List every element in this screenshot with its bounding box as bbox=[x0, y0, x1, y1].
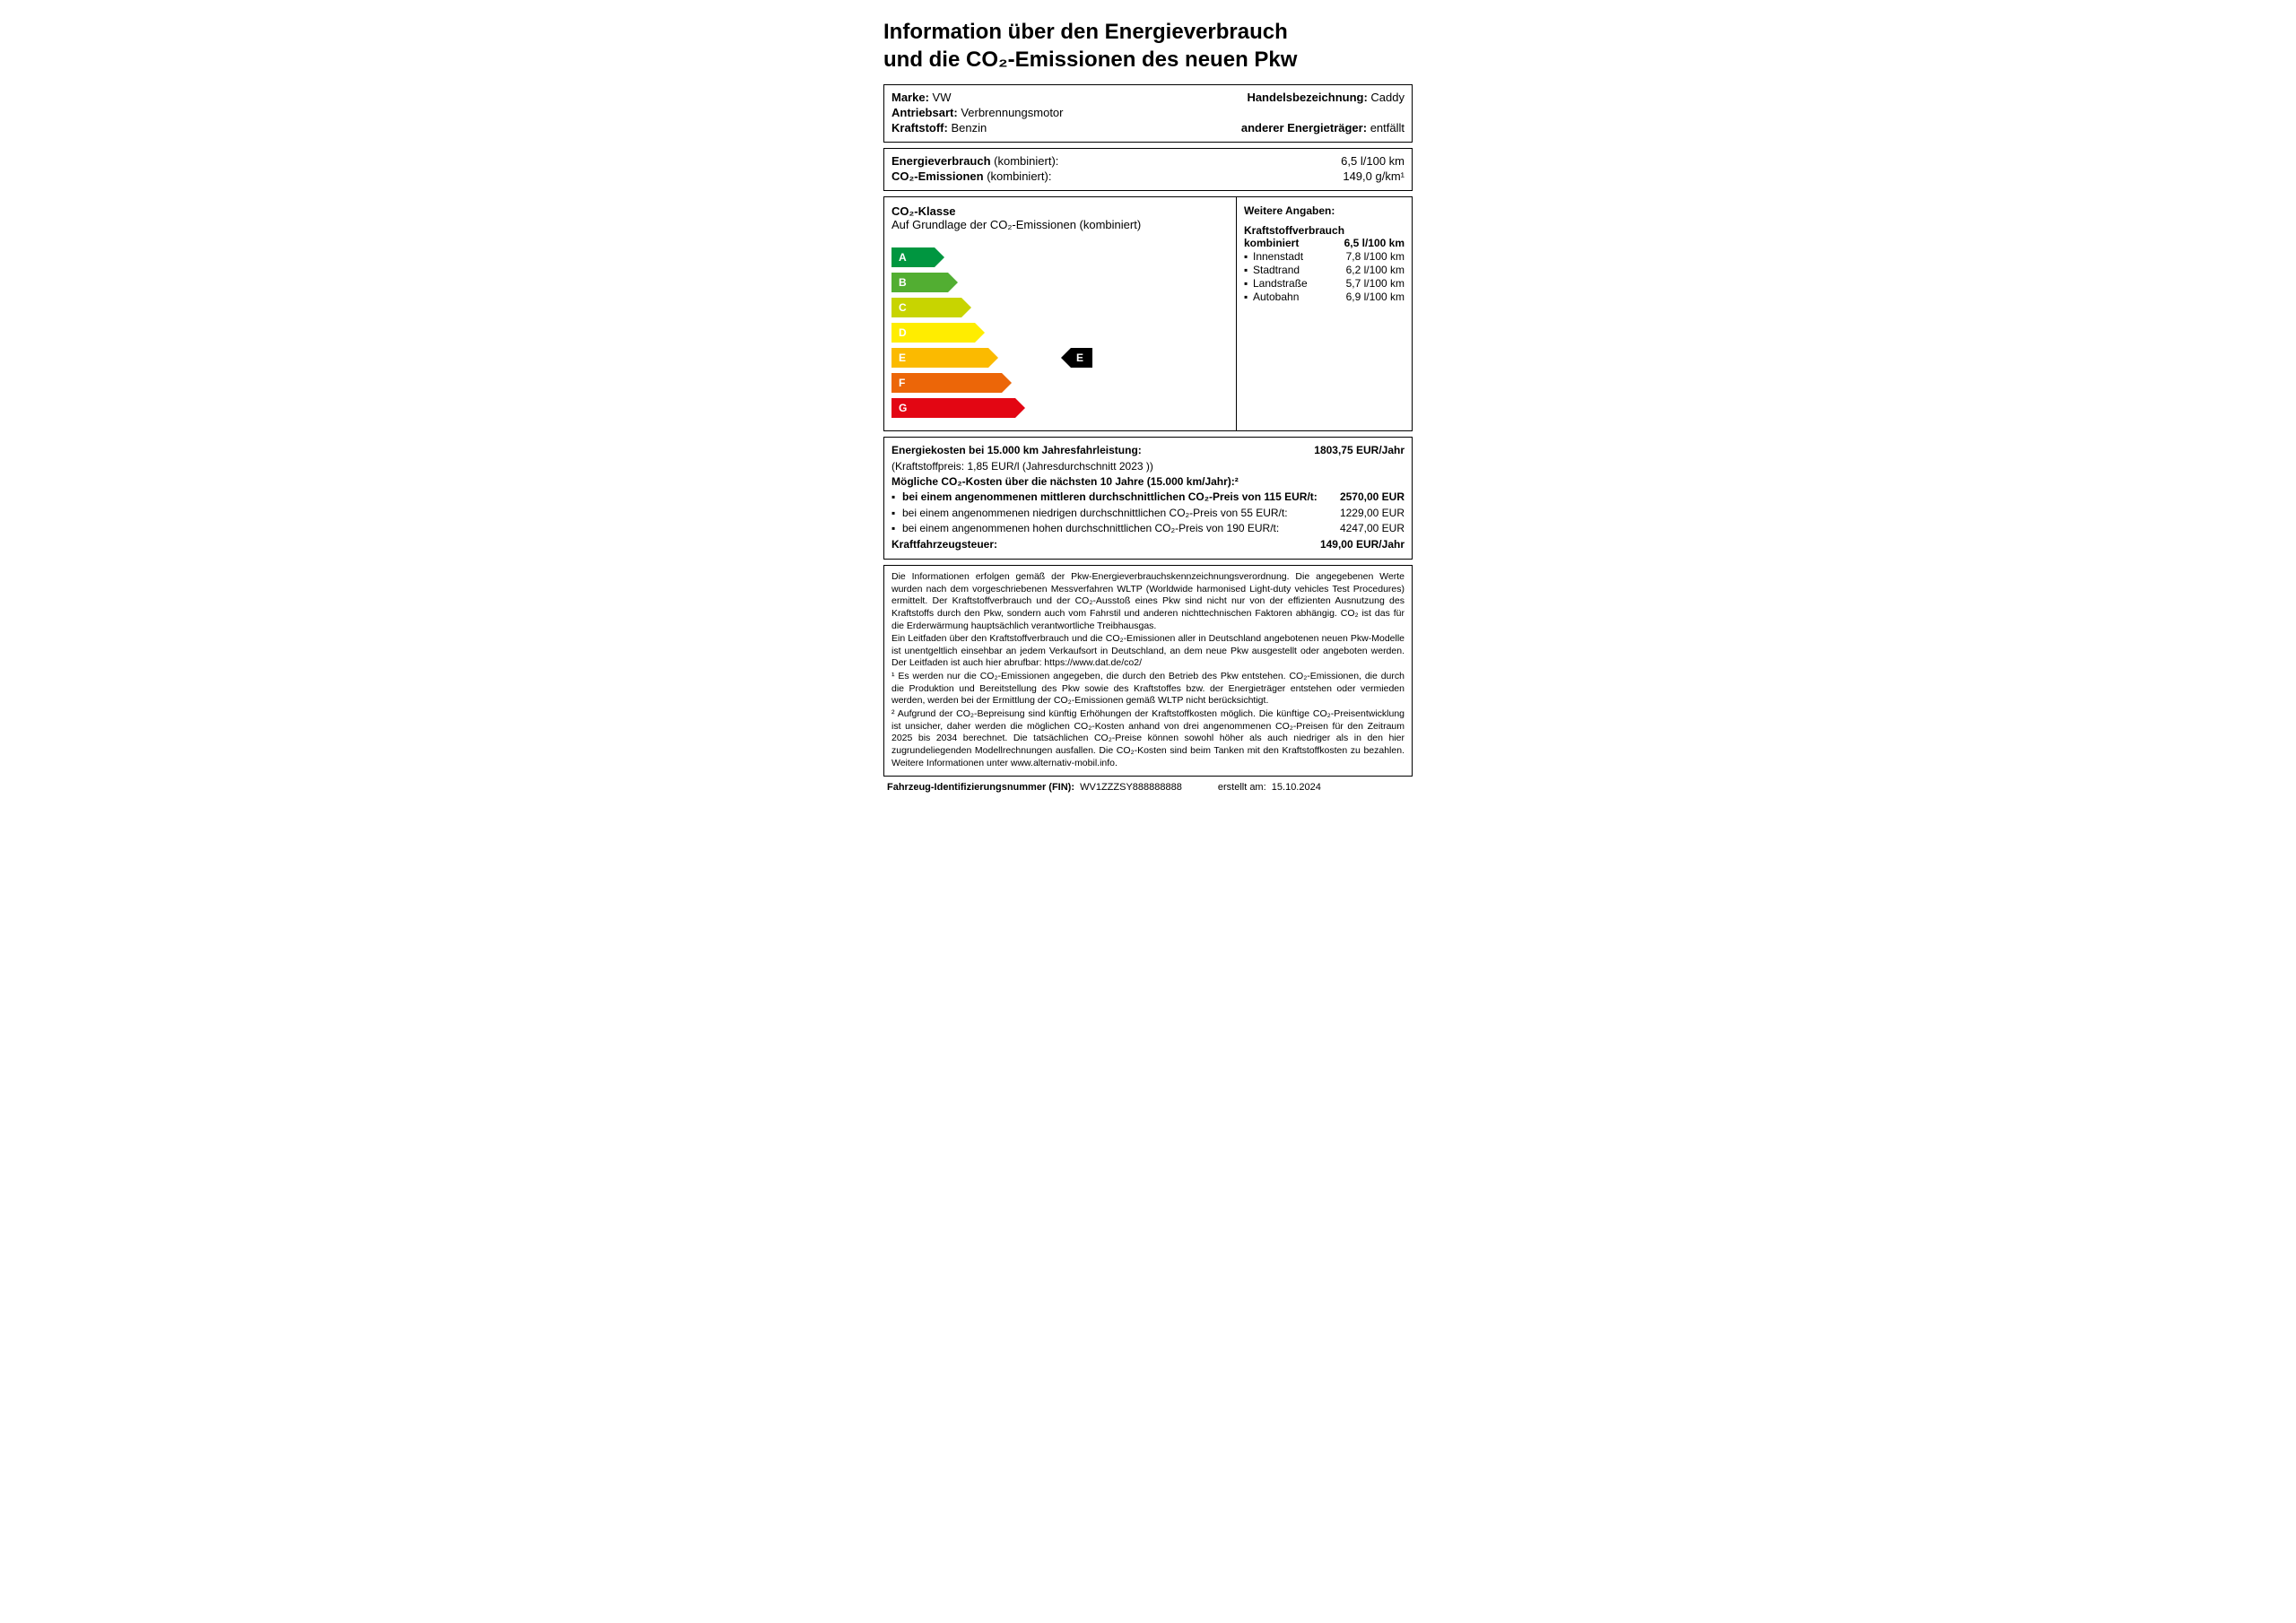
fuel-row: ▪Autobahn6,9 l/100 km bbox=[1244, 291, 1405, 303]
consumption-box: Energieverbrauch (kombiniert): 6,5 l/100… bbox=[883, 148, 1413, 191]
co2-class-panel: CO₂-Klasse Auf Grundlage der CO₂-Emissio… bbox=[884, 197, 1237, 430]
co2-class-title: CO₂-Klasse bbox=[891, 204, 1229, 218]
anderer-value: entfällt bbox=[1370, 121, 1405, 135]
fin-value: WV1ZZZSY888888888 bbox=[1080, 782, 1182, 793]
vehicle-info-box: Marke: VW Handelsbezeichnung: Caddy Antr… bbox=[883, 84, 1413, 143]
costs-box: Energiekosten bei 15.000 km Jahresfahrle… bbox=[883, 437, 1413, 560]
energy-cost-label: Energiekosten bei 15.000 km Jahresfahrle… bbox=[891, 443, 1142, 458]
efficiency-bar-b: B bbox=[891, 273, 1229, 292]
kraftstoff-label: Kraftstoff: bbox=[891, 121, 948, 135]
title-line-2: und die CO₂-Emissionen des neuen Pkw bbox=[883, 48, 1297, 72]
anderer-label: anderer Energieträger: bbox=[1241, 121, 1367, 135]
co2-label: CO₂-Emissionen bbox=[891, 169, 984, 183]
fineprint-p2: Ein Leitfaden über den Kraftstoffverbrau… bbox=[891, 633, 1405, 670]
combined-label: kombiniert bbox=[1244, 237, 1299, 249]
fineprint-p1: Die Informationen erfolgen gemäß der Pkw… bbox=[891, 571, 1405, 632]
co2-costs-heading: Mögliche CO₂-Kosten über die nächsten 10… bbox=[891, 474, 1405, 490]
energy-label-document: Information über den Energieverbrauch un… bbox=[883, 18, 1413, 793]
efficiency-bars: ABCD EE FG bbox=[891, 247, 1229, 418]
co2-value: 149,0 g/km¹ bbox=[1343, 169, 1405, 183]
energie-suffix: (kombiniert): bbox=[991, 154, 1059, 168]
additional-title: Weitere Angaben: bbox=[1244, 204, 1405, 217]
kraftstoff-value: Benzin bbox=[951, 121, 987, 135]
co2-low-text: bei einem angenommenen niedrigen durchsc… bbox=[902, 506, 1340, 521]
fine-print-box: Die Informationen erfolgen gemäß der Pkw… bbox=[883, 565, 1413, 777]
combined-value: 6,5 l/100 km bbox=[1344, 237, 1405, 249]
fin-label: Fahrzeug-Identifizierungsnummer (FIN): bbox=[887, 782, 1074, 793]
tax-label: Kraftfahrzeugsteuer: bbox=[891, 537, 997, 552]
date-value: 15.10.2024 bbox=[1272, 782, 1321, 793]
efficiency-bar-e: EE bbox=[891, 348, 1229, 368]
energie-value: 6,5 l/100 km bbox=[1341, 154, 1405, 168]
efficiency-bar-f: F bbox=[891, 373, 1229, 393]
marke-label: Marke: bbox=[891, 91, 929, 104]
energy-cost-value: 1803,75 EUR/Jahr bbox=[1314, 443, 1405, 458]
title-line-1: Information über den Energieverbrauch bbox=[883, 20, 1288, 44]
fuel-consumption-title: Kraftstoffverbrauch bbox=[1244, 224, 1405, 237]
co2-suffix: (kombiniert): bbox=[984, 169, 1052, 183]
co2-high-text: bei einem angenommenen hohen durchschnit… bbox=[902, 521, 1340, 536]
fineprint-p3: ¹ Es werden nur die CO₂-Emissionen angeg… bbox=[891, 671, 1405, 707]
document-title: Information über den Energieverbrauch un… bbox=[883, 18, 1413, 74]
antrieb-label: Antriebsart: bbox=[891, 106, 958, 119]
additional-info-panel: Weitere Angaben: Kraftstoffverbrauch kom… bbox=[1237, 197, 1412, 430]
fuel-rows: ▪Innenstadt7,8 l/100 km▪Stadtrand6,2 l/1… bbox=[1244, 250, 1405, 303]
footer: Fahrzeug-Identifizierungsnummer (FIN): W… bbox=[883, 782, 1413, 793]
efficiency-bar-g: G bbox=[891, 398, 1229, 418]
efficiency-bar-a: A bbox=[891, 247, 1229, 267]
efficiency-marker: E bbox=[1071, 348, 1092, 368]
fuel-price-line: (Kraftstoffpreis: 1,85 EUR/l (Jahresdurc… bbox=[891, 459, 1405, 474]
efficiency-bar-c: C bbox=[891, 298, 1229, 317]
co2-mid-value: 2570,00 EUR bbox=[1340, 490, 1405, 505]
date-label: erstellt am: bbox=[1218, 782, 1266, 793]
fineprint-p4: ² Aufgrund der CO₂-Bepreisung sind künft… bbox=[891, 708, 1405, 769]
fuel-row: ▪Stadtrand6,2 l/100 km bbox=[1244, 264, 1405, 276]
handel-label: Handelsbezeichnung: bbox=[1247, 91, 1367, 104]
energie-label: Energieverbrauch bbox=[891, 154, 991, 168]
co2-class-subtitle: Auf Grundlage der CO₂-Emissionen (kombin… bbox=[891, 218, 1229, 231]
tax-value: 149,00 EUR/Jahr bbox=[1320, 537, 1405, 552]
marke-value: VW bbox=[933, 91, 952, 104]
handel-value: Caddy bbox=[1370, 91, 1405, 104]
co2-mid-text: bei einem angenommenen mittleren durchsc… bbox=[902, 490, 1340, 505]
antrieb-value: Verbrennungsmotor bbox=[961, 106, 1063, 119]
co2-class-box: CO₂-Klasse Auf Grundlage der CO₂-Emissio… bbox=[883, 196, 1413, 431]
fuel-row: ▪Landstraße5,7 l/100 km bbox=[1244, 277, 1405, 290]
co2-low-value: 1229,00 EUR bbox=[1340, 506, 1405, 521]
co2-high-value: 4247,00 EUR bbox=[1340, 521, 1405, 536]
efficiency-bar-d: D bbox=[891, 323, 1229, 343]
fuel-row: ▪Innenstadt7,8 l/100 km bbox=[1244, 250, 1405, 263]
